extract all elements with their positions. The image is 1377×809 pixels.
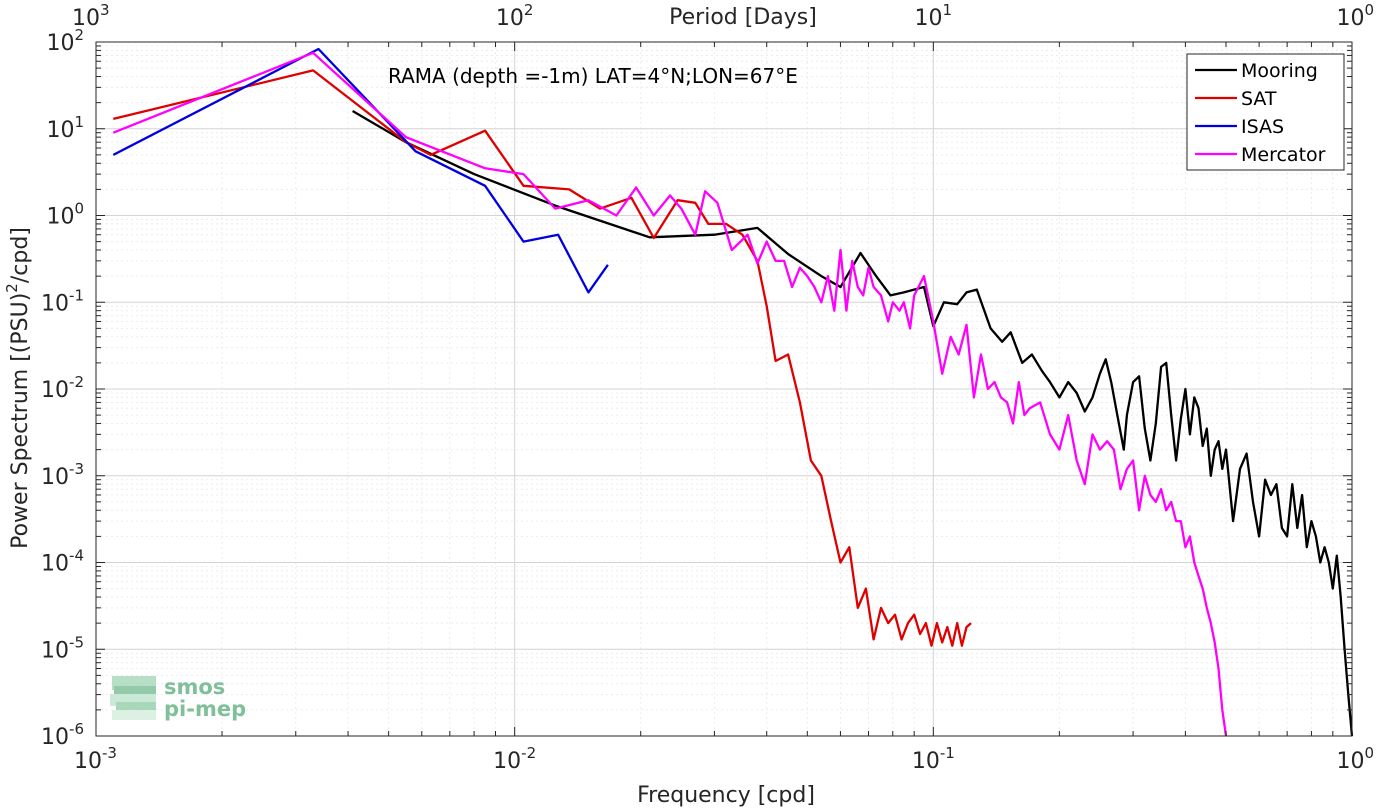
y-tick-label-base: 10: [41, 725, 69, 750]
top-tick-label-exponent: 1: [943, 1, 953, 19]
y-tick-label-exponent: -5: [69, 633, 84, 651]
y-tick-label-exponent: 0: [74, 200, 84, 218]
logo-text-pi-mep: pi-mep: [164, 697, 246, 721]
y-axis-title: Power Spectrum [(PSU)2/cpd]: [3, 227, 33, 549]
x-tick-label-base: 10: [912, 749, 940, 774]
y-tick-label-base: 10: [41, 465, 69, 490]
legend-label-sat: SAT: [1241, 88, 1277, 110]
top-tick-label-base: 10: [1336, 6, 1364, 31]
y-tick-label-exponent: -1: [69, 286, 84, 304]
logo-text-smos: smos: [164, 675, 225, 699]
y-tick-label-base: 10: [46, 205, 74, 230]
y-tick-label-exponent: -3: [69, 460, 84, 478]
y-tick-label-base: 10: [41, 378, 69, 403]
y-tick-label-exponent: -4: [69, 547, 84, 565]
x-tick-label-exponent: -3: [102, 744, 117, 762]
y-axis-title-rest: /cpd]: [8, 227, 33, 283]
x-tick-label-base: 10: [1336, 749, 1364, 774]
logo-emblem: [110, 676, 156, 720]
top-tick-label-base: 10: [496, 6, 524, 31]
x-tick-label-exponent: 0: [1364, 744, 1374, 762]
x-tick-label-base: 10: [74, 749, 102, 774]
y-tick-label-base: 10: [46, 118, 74, 143]
x-axis-title: Frequency [cpd]: [637, 783, 815, 808]
legend: Mooring SAT ISAS Mercator: [1187, 54, 1344, 170]
y-tick-label-base: 10: [41, 552, 69, 577]
top-tick-label-base: 10: [915, 6, 943, 31]
x-tick-label-base: 10: [493, 749, 521, 774]
y-tick-label-exponent: 2: [74, 26, 84, 44]
y-tick-label-base: 10: [46, 31, 74, 56]
power-spectrum-chart: 10-3 10-2 10-1 100103 102 101 10010210110010-1…: [0, 0, 1377, 809]
y-tick-label-base: 10: [41, 291, 69, 316]
legend-label-mercator: Mercator: [1241, 144, 1326, 166]
y-tick-label-exponent: -6: [69, 720, 84, 738]
y-tick-label-exponent: 1: [74, 113, 84, 131]
y-axis-title-sup: 2: [3, 283, 21, 293]
y-tick-label-exponent: -2: [69, 373, 84, 391]
y-axis-title-main: Power Spectrum [(PSU): [8, 293, 33, 549]
top-axis-title: Period [Days]: [669, 5, 817, 30]
x-tick-label-exponent: -1: [940, 744, 955, 762]
x-tick-label-exponent: -2: [521, 744, 536, 762]
top-tick-label-exponent: 3: [100, 1, 110, 19]
top-tick-label-exponent: 0: [1364, 1, 1374, 19]
top-tick-label-exponent: 2: [524, 1, 534, 19]
legend-label-isas: ISAS: [1241, 116, 1284, 138]
chart-annotation: RAMA (depth =-1m) LAT=4°N;LON=67°E: [388, 64, 798, 88]
y-tick-label-base: 10: [41, 638, 69, 663]
legend-label-mooring: Mooring: [1241, 60, 1318, 82]
